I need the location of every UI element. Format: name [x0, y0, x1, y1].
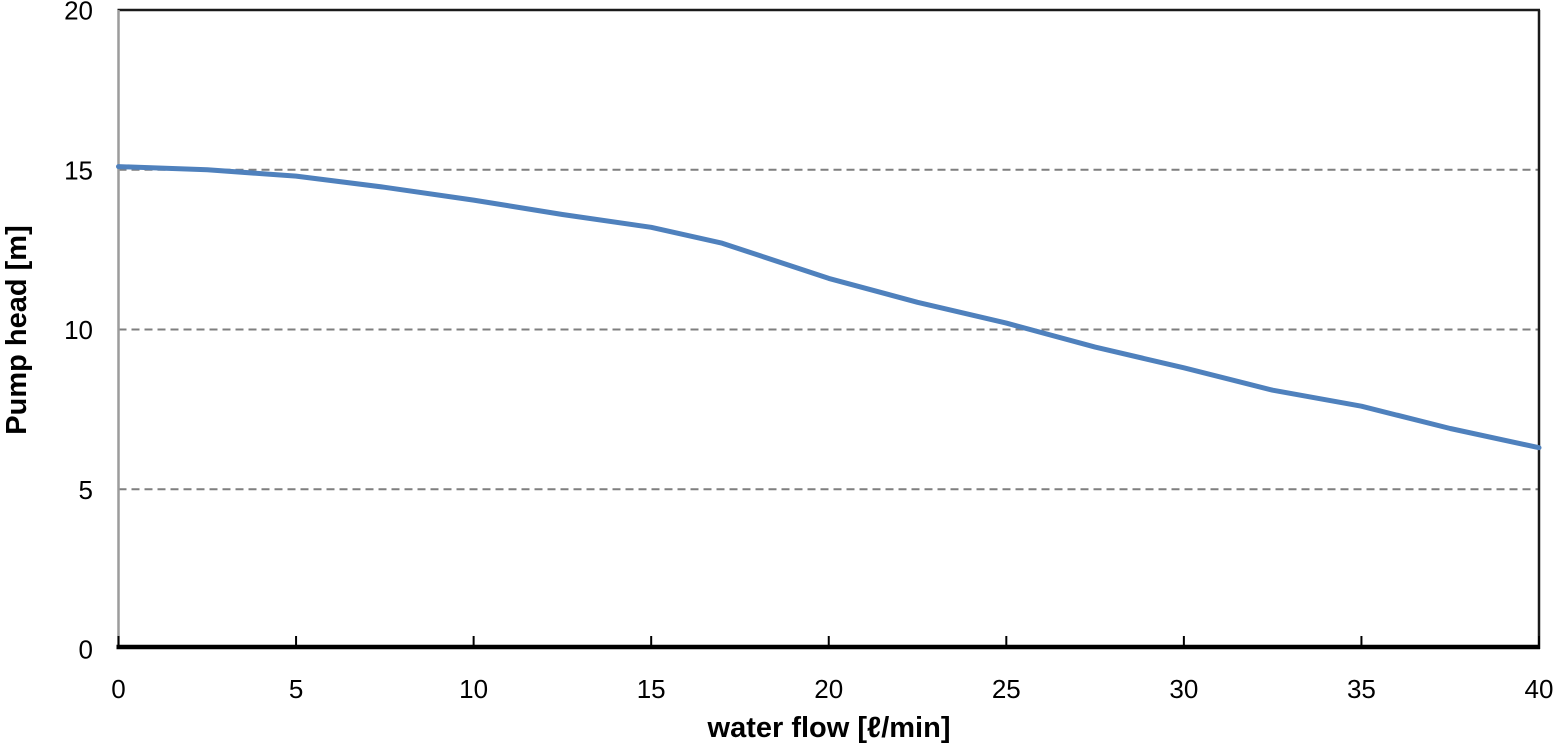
- pump-head-curve: [116, 164, 1542, 451]
- x-tick-label: 25: [992, 674, 1021, 704]
- y-tick-label: 10: [64, 315, 93, 345]
- x-tick-label: 35: [1347, 674, 1376, 704]
- y-tick-label: 0: [79, 635, 93, 665]
- x-tick-label: 5: [289, 674, 303, 704]
- y-tick-label: 20: [64, 0, 93, 26]
- x-tick-label: 20: [814, 674, 843, 704]
- y-tick-label: 15: [64, 155, 93, 185]
- y-axis-title: Pump head [m]: [1, 225, 33, 434]
- x-tick-label: 30: [1169, 674, 1198, 704]
- x-tick-label: 0: [111, 674, 125, 704]
- x-tick-label: 40: [1525, 674, 1553, 704]
- x-tick-label: 15: [637, 674, 666, 704]
- y-tick-label: 5: [79, 475, 93, 505]
- x-tick-label: 10: [459, 674, 488, 704]
- x-axis-title: water flow [ℓ/min]: [707, 712, 951, 744]
